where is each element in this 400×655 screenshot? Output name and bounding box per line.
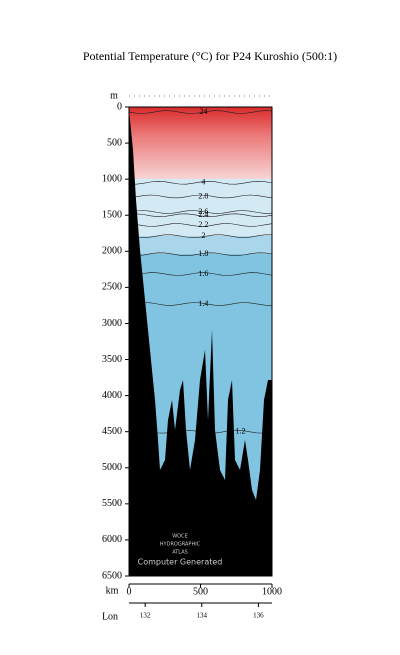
- y-tick-label: 500: [107, 137, 122, 148]
- y-tick-label: 0: [117, 101, 122, 112]
- isotherm-label: 1.8: [198, 249, 208, 258]
- y-tick-label: 6500: [102, 570, 122, 581]
- x-tick-label: 0: [127, 586, 132, 597]
- y-tick-label: 3500: [102, 354, 122, 365]
- isotherm-label: 1.2: [236, 427, 246, 436]
- x2-tick-label: 136: [253, 612, 264, 620]
- y-tick-label: 6000: [102, 534, 122, 545]
- isotherm-label: 2.2: [198, 220, 208, 229]
- y-tick-label: 2500: [102, 282, 122, 293]
- x-axis-label: km: [106, 585, 119, 596]
- isotherm: [128, 252, 273, 257]
- y-tick-label: 4500: [102, 426, 122, 437]
- isotherm: [128, 194, 273, 199]
- isotherm: [128, 180, 273, 185]
- y-tick-label: 4000: [102, 390, 122, 401]
- atlas-logo: WOCE: [172, 534, 188, 540]
- isotherm: [128, 234, 272, 239]
- atlas-logo: ATLAS: [172, 550, 188, 556]
- isotherm-label: 2: [201, 231, 205, 240]
- isotherm: [128, 213, 273, 218]
- x2-axis-label: Lon: [102, 611, 118, 622]
- y-tick-label: 3000: [102, 318, 122, 329]
- x-tick-label: 500: [193, 586, 208, 597]
- isotherm: [128, 302, 273, 306]
- isotherm: [128, 272, 273, 276]
- isotherm: [128, 210, 273, 214]
- y-tick-label: 2000: [102, 246, 122, 257]
- isotherm-label: 1.4: [198, 299, 208, 308]
- x2-tick-label: 134: [197, 612, 208, 620]
- isotherm-label: 2.8: [198, 191, 208, 200]
- y-tick-label: 1500: [102, 210, 122, 221]
- isotherm-label: 2.6: [198, 207, 208, 216]
- y-tick-label: 5500: [102, 498, 122, 509]
- y-tick-label: 5000: [102, 462, 122, 473]
- isotherm-label: 24: [199, 107, 207, 116]
- y-axis-label: m: [110, 90, 118, 101]
- plot-frame: [128, 106, 273, 577]
- isotherm: [128, 110, 273, 114]
- x2-tick-label: 132: [140, 612, 151, 620]
- isotherm-label: 2.4: [198, 210, 208, 219]
- isotherm-label: 1.6: [198, 269, 208, 278]
- isotherm: [128, 223, 273, 227]
- isotherm-label: 4: [201, 178, 205, 187]
- x-tick-label: 1000: [262, 586, 282, 597]
- chart-title: Potential Temperature (°C) for P24 Kuros…: [83, 49, 337, 63]
- bathymetry: [129, 110, 272, 576]
- y-tick-label: 1000: [102, 173, 122, 184]
- atlas-logo: HYDROGRAPHIC: [160, 542, 201, 548]
- credit: Computer Generated: [138, 558, 223, 567]
